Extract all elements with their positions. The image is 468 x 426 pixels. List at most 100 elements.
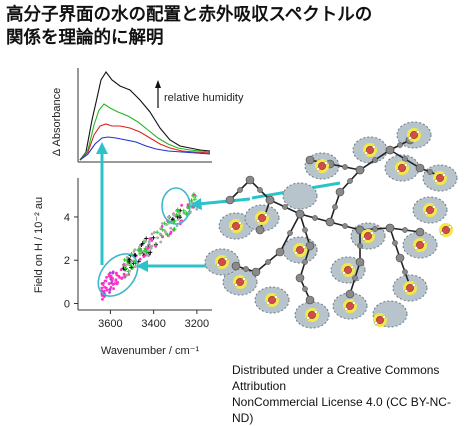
carbon-atom [392,240,398,246]
spectrum-line-1 [79,71,211,161]
scatter-point [156,236,160,240]
scatter-panel: 0 2 4 3600 3400 3200 Field on H / 10⁻² au Wa… [33,142,212,357]
hydrogen-atom [448,225,452,229]
humidity-arrow-head-icon [155,80,161,88]
hydrogen-atom [350,265,354,269]
scatter-point [136,248,141,253]
carbon-atom [282,204,288,210]
carbon-atom [312,215,318,221]
carbon-atom [385,223,395,233]
arrow-to-high-cluster [197,197,251,206]
scatter-xlabel: Wavenumber / cm⁻¹ [101,345,200,357]
scatter-point [165,232,170,237]
y-tick-group: 0 2 4 [64,212,78,311]
scatter-point [144,240,147,243]
carbon-atom [257,187,263,193]
scatter-point [108,288,112,291]
carbon-atom [342,164,348,170]
scatter-point [180,203,184,207]
hydrogen-atom [242,277,246,281]
low-frequency-ellipse [97,253,139,297]
carbon-atom [372,157,378,163]
hydrogen-atom [374,321,378,325]
scatter-point [171,227,176,232]
arrow-to-high-cluster-head-icon [190,198,202,210]
carbon-atom [345,289,355,299]
humidity-label: relative humidity [164,92,244,104]
scatter-point [146,249,150,252]
carbon-atom [402,269,408,275]
scatter-point [120,276,124,280]
scatter-point [142,255,146,259]
carbon-atom [295,273,305,283]
scatter-point [133,253,138,258]
scatter-point [111,283,115,286]
oxygen-atom [406,284,414,292]
y-tick-label: 4 [64,212,70,224]
scatter-point [117,274,121,278]
hydrogen-atom [314,310,318,314]
scatter-point [172,213,176,217]
oxygen-atom [258,214,266,222]
carbon-atom [415,163,425,173]
oxygen-atom [436,174,444,182]
scatter-point [193,193,198,198]
carbon-atom [342,223,348,229]
oxygen-atom [232,222,240,230]
title-line-1: 高分子界面の水の配置と赤外吸収スペクトルの [6,5,373,25]
polymer-network [204,121,458,329]
carbon-atom [275,247,285,257]
oxygen-atom [398,164,406,172]
spectra-panel: Δ Absorbance relative humidity [51,68,244,163]
hydrogen-atom [396,169,400,173]
oxygen-atom [268,296,276,304]
scatter-point [150,232,154,236]
x-tick-label: 3400 [141,318,165,330]
scatter-point [170,216,175,221]
hydrogen-atom [382,315,386,319]
carbon-atom [295,209,305,219]
scatter-point [158,232,162,236]
oxygen-atom [236,278,244,286]
carbon-atom [355,165,365,175]
scatter-point [140,241,145,246]
scatter-point [178,211,181,215]
carbon-atom [305,295,315,305]
hydrogen-atom [404,163,408,167]
oxygen-atom [346,302,354,310]
scatter-point [148,250,153,255]
hydrogen-atom [256,219,260,223]
scatter-point [144,249,149,254]
carbon-atom [385,145,395,155]
scatter-point [107,273,111,276]
carbon-atom [352,275,358,281]
hydrogen-atom [274,295,278,299]
carbon-atom [265,195,275,205]
scatter-point [109,285,113,289]
scatter-ylabel: Field on H / 10⁻² au [33,197,45,293]
figure: Δ Absorbance relative humidity 024 3600 3… [33,68,458,357]
hydrogen-atom [414,246,418,250]
scatter-point [123,266,128,271]
carbon-atom [265,259,271,265]
hydrogen-atom [216,263,220,267]
scatter-point [146,246,150,250]
carbon-atom [347,178,353,184]
hydrogen-atom [344,307,348,311]
scatter-point [108,291,111,294]
title-line-2: 関係を理論的に解明 [6,28,164,48]
oxygen-atom [296,246,304,254]
oxygen-atom [426,206,434,214]
license-line-1: Distributed under a Creative Commons Att… [232,363,440,393]
x-tick-label: 3200 [185,318,209,330]
scatter-point [169,226,173,230]
scatter-point [119,268,123,272]
scatter-point [103,285,106,289]
scatter-point [148,244,152,248]
hydrogen-atom [370,231,374,235]
carbon-atom [355,225,365,235]
carbon-atom [332,204,338,210]
oxygen-atom [366,146,374,154]
scatter-point [124,263,128,267]
hydrogen-atom [424,211,428,215]
